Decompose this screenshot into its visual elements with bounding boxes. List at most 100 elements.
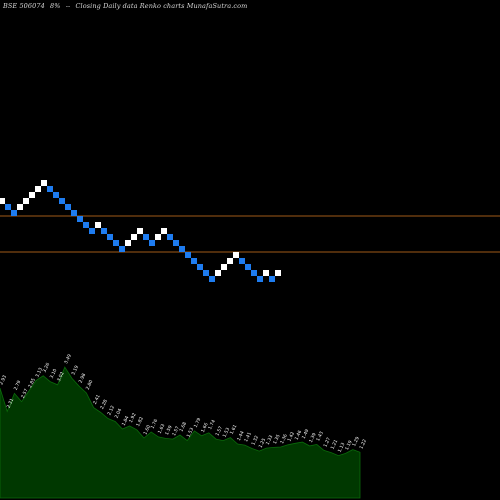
volume-label: 2.31 [6, 397, 16, 409]
volume-label: 1.57 [171, 425, 181, 437]
volume-label: 1.43 [315, 430, 325, 442]
volume-label: 1.53 [222, 427, 232, 439]
renko-bricks [0, 180, 281, 282]
renko-brick [71, 210, 77, 216]
renko-brick [155, 234, 161, 240]
volume-label: 1.29 [351, 436, 361, 448]
volume-label: 1.36 [279, 433, 289, 445]
volume-label: 1.39 [308, 432, 318, 444]
volume-label: 1.13 [337, 442, 347, 454]
renko-brick [149, 240, 155, 246]
volume-label: 1.22 [358, 438, 368, 450]
volume-label: 2.79 [13, 379, 23, 391]
chart-header: BSE 506074 8% -- Closing Daily data Renk… [3, 2, 250, 10]
volume-label: 1.35 [272, 433, 282, 445]
volume-label: 2.41 [92, 394, 102, 406]
renko-brick [161, 228, 167, 234]
volume-label: 1.63 [157, 423, 167, 435]
renko-brick [227, 258, 233, 264]
renko-brick [119, 246, 125, 252]
volume-label: 3.26 [42, 362, 52, 374]
renko-brick [29, 192, 35, 198]
volume-label: 1.21 [330, 439, 340, 451]
renko-brick [41, 180, 47, 186]
renko-brick [263, 270, 269, 276]
volume-label: 1.60 [142, 424, 152, 436]
volume-label: 1.49 [301, 428, 311, 440]
renko-brick [269, 276, 275, 282]
volume-label: 2.12 [106, 405, 116, 417]
renko-brick [221, 264, 227, 270]
volume-label: 1.66 [200, 422, 210, 434]
volume-labels: 2.93 2.31 2.792.572.853.133.263.103.02 3.49… [0, 353, 368, 453]
volume-label: 1.92 [128, 412, 138, 424]
volume-label: 3.19 [70, 364, 80, 376]
volume-label: 2.80 [85, 379, 95, 391]
renko-brick [185, 252, 191, 258]
volume-label: 1.59 [164, 424, 174, 436]
renko-brick [215, 270, 221, 276]
renko-brick [113, 240, 119, 246]
volume-label: 1.76 [150, 418, 160, 430]
volume-label: 3.13 [34, 367, 44, 379]
renko-brick [239, 258, 245, 264]
renko-brick [167, 234, 173, 240]
renko-brick [203, 270, 209, 276]
volume-label: 1.19 [344, 439, 354, 451]
renko-brick [17, 204, 23, 210]
description-label: Closing Daily data Renko charts MunafaSu… [75, 2, 248, 10]
renko-brick [131, 234, 137, 240]
renko-brick [173, 240, 179, 246]
volume-label: 2.28 [99, 399, 109, 411]
volume-label: 3.02 [56, 371, 66, 383]
renko-brick [35, 186, 41, 192]
renko-brick [107, 234, 113, 240]
renko-brick [143, 234, 149, 240]
renko-brick [137, 228, 143, 234]
volume-label: 1.27 [322, 436, 332, 448]
volume-label: 1.44 [236, 430, 246, 442]
renko-brick [251, 270, 257, 276]
renko-brick [11, 210, 17, 216]
renko-brick [209, 276, 215, 282]
renko-brick [0, 198, 5, 204]
renko-brick [89, 228, 95, 234]
volume-label: 1.42 [286, 431, 296, 443]
renko-brick [197, 264, 203, 270]
volume-label: 1.61 [229, 424, 239, 436]
renko-brick [23, 198, 29, 204]
arrow-label: -- [65, 2, 71, 10]
renko-brick [275, 270, 281, 276]
renko-brick [233, 252, 239, 258]
renko-brick [95, 222, 101, 228]
renko-brick [47, 186, 53, 192]
volume-label: 1.74 [207, 419, 217, 431]
renko-brick [83, 222, 89, 228]
volume-label: 1.46 [294, 429, 304, 441]
symbol-label: BSE 506074 [3, 2, 45, 10]
renko-brick [53, 192, 59, 198]
renko-brick [5, 204, 11, 210]
volume-label: 3.49 [63, 353, 73, 365]
renko-brick [245, 264, 251, 270]
volume-label: 1.53 [186, 427, 196, 439]
volume-label: 2.98 [78, 372, 88, 384]
volume-label: 1.25 [258, 437, 268, 449]
renko-brick [101, 228, 107, 234]
change-label: 8% [50, 2, 61, 10]
volume-label: 3.10 [49, 368, 59, 380]
renko-brick [65, 204, 71, 210]
volume-label: 1.57 [214, 425, 224, 437]
renko-brick [59, 198, 65, 204]
volume-label: 1.79 [193, 417, 203, 429]
volume-label: 2.04 [114, 408, 124, 420]
volume-label: 1.68 [178, 421, 188, 433]
volume-area [0, 366, 361, 499]
volume-label: 1.32 [250, 435, 260, 447]
volume-label: 1.82 [135, 416, 145, 428]
volume-label: 2.93 [0, 374, 8, 386]
renko-brick [77, 216, 83, 222]
volume-label: 2.85 [27, 377, 37, 389]
volume-label: 1.41 [243, 431, 253, 443]
renko-brick [191, 258, 197, 264]
